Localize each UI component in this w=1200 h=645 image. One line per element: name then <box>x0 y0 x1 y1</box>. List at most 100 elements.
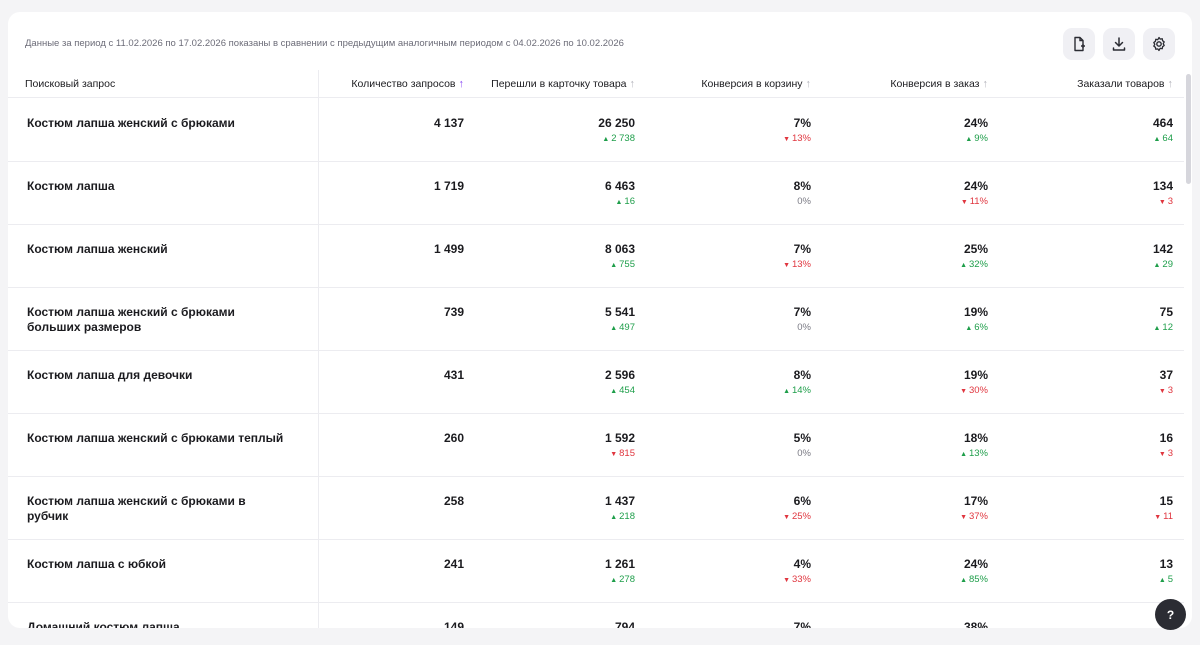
order-conversion-delta: ▲ 13% <box>960 448 988 459</box>
order-conversion-value: 24% <box>963 179 988 193</box>
ordered-items-delta: ▼ 3 <box>1158 385 1173 396</box>
order-conversion-delta: ▲ 6% <box>965 322 988 333</box>
table-row[interactable]: Костюм лапша 1 719 6 463 ▲ 16 8% 0% 24% ▼ 11% 13… <box>8 162 1184 225</box>
header-ordered-items[interactable]: Заказали товаров ↑ <box>1077 77 1174 90</box>
cart-conversion-value: 8% <box>793 368 811 382</box>
ordered-items-value: 75 <box>1159 305 1173 319</box>
search-query-cell: Домашний костюм лапша <box>27 620 180 628</box>
card-visits-delta: ▲ 16 <box>615 196 635 207</box>
table-row[interactable]: Костюм лапша с юбкой 241 1 261 ▲ 278 4% ▼ 33%… <box>8 540 1184 603</box>
help-button[interactable]: ? <box>1155 599 1186 630</box>
order-conversion-value: 24% <box>963 557 988 571</box>
ordered-items-delta: ▲ 64 <box>1153 133 1173 144</box>
request-count-cell: 739 <box>443 305 464 319</box>
trend-up-icon: ▲ <box>965 325 975 332</box>
scrollbar-thumb[interactable] <box>1186 74 1191 184</box>
ordered-items-value: 15 <box>1159 494 1173 508</box>
trend-down-icon: ▼ <box>610 451 620 458</box>
cart-conversion-delta: ▼ 13% <box>783 259 811 270</box>
card-visits-delta: ▲ 755 <box>610 259 635 270</box>
cart-conversion-delta: ▼ 33% <box>783 574 811 585</box>
trend-down-icon: ▼ <box>1158 199 1168 206</box>
order-conversion-delta: ▲ 32% <box>960 259 988 270</box>
trend-up-icon: ▲ <box>602 136 612 143</box>
header-cart-conversion[interactable]: Конверсия в корзину ↑ <box>701 77 812 90</box>
card-visits-value: 794 <box>614 620 635 628</box>
search-query-cell: Костюм лапша женский с брюками в рубчик <box>27 494 246 523</box>
sort-arrow-icon: ↑ <box>805 77 812 90</box>
trend-up-icon: ▲ <box>615 199 625 206</box>
table-row[interactable]: Костюм лапша женский 1 499 8 063 ▲ 755 7% ▼ 1… <box>8 225 1184 288</box>
cart-conversion-delta: ▼ 25% <box>783 511 811 522</box>
export-report-button[interactable] <box>1063 28 1095 60</box>
ordered-items-delta: ▲ 29 <box>1153 259 1173 270</box>
trend-down-icon: ▼ <box>1158 388 1168 395</box>
trend-up-icon: ▲ <box>960 262 969 269</box>
cart-conversion-value: 5% <box>793 431 811 445</box>
ordered-items-value: 142 <box>1152 242 1173 256</box>
card-visits-value: 26 250 <box>598 116 635 130</box>
request-count-cell: 260 <box>443 431 464 445</box>
trend-down-icon: ▼ <box>1158 451 1168 458</box>
order-conversion-value: 19% <box>963 305 988 319</box>
order-conversion-value: 24% <box>963 116 988 130</box>
request-count-cell: 241 <box>443 557 464 571</box>
search-query-cell: Костюм лапша женский <box>27 242 168 256</box>
card-visits-delta: ▲ 497 <box>610 322 635 333</box>
trend-down-icon: ▼ <box>960 514 969 521</box>
gear-icon <box>1153 36 1165 52</box>
cart-conversion-value: 7% <box>793 620 811 628</box>
settings-button[interactable] <box>1143 28 1175 60</box>
table-row[interactable]: Костюм лапша женский с брюками 4 137 26 25… <box>8 99 1184 162</box>
search-query-cell: Костюм лапша женский с брюками <box>27 116 235 130</box>
ordered-items-value: 134 <box>1152 179 1173 193</box>
sort-arrow-icon: ↑ <box>629 77 636 90</box>
table-header: Поисковый запрос Количество запросов ↑ П… <box>8 70 1184 98</box>
period-description: Данные за период с 11.02.2026 по 17.02.2… <box>25 38 624 49</box>
card-visits-delta: ▲ 278 <box>610 574 635 585</box>
download-icon <box>1112 37 1126 51</box>
order-conversion-delta: ▼ 30% <box>960 385 988 396</box>
table-row[interactable]: Костюм лапша женский с брюками в рубчик 2… <box>8 477 1184 540</box>
trend-up-icon: ▲ <box>610 388 620 395</box>
card-visits-value: 2 596 <box>604 368 635 382</box>
download-button[interactable] <box>1103 28 1135 60</box>
trend-up-icon: ▲ <box>783 388 792 395</box>
header-order-conversion[interactable]: Конверсия в заказ ↑ <box>890 77 989 90</box>
header-request-count[interactable]: Количество запросов ↑ <box>351 77 464 90</box>
card-visits-value: 1 261 <box>604 557 635 571</box>
card-visits-value: 1 592 <box>604 431 635 445</box>
card-visits-value: 8 063 <box>604 242 635 256</box>
trend-down-icon: ▼ <box>783 136 792 143</box>
order-conversion-delta: ▼ 11% <box>960 196 988 207</box>
search-query-cell: Костюм лапша женский с брюками больших р… <box>27 305 235 334</box>
request-count-cell: 149 <box>443 620 464 628</box>
trend-down-icon: ▼ <box>783 262 792 269</box>
order-conversion-value: 18% <box>963 431 988 445</box>
order-conversion-value: 38% <box>963 620 988 628</box>
search-query-cell: Костюм лапша для девочки <box>27 368 193 382</box>
table-row[interactable]: Костюм лапша для девочки 431 2 596 ▲ 454 8% ▲… <box>8 351 1184 414</box>
card-visits-delta: ▲ 454 <box>610 385 635 396</box>
request-count-cell: 1 499 <box>433 242 464 256</box>
table-row[interactable]: Костюм лапша женский с брюками теплый 260… <box>8 414 1184 477</box>
ordered-items-delta: ▼ 11 <box>1154 511 1173 522</box>
trend-up-icon: ▲ <box>610 325 620 332</box>
trend-up-icon: ▲ <box>965 136 975 143</box>
sort-arrow-icon: ↑ <box>982 77 989 90</box>
search-query-cell: Костюм лапша <box>27 179 115 193</box>
card-visits-value: 5 541 <box>604 305 635 319</box>
analytics-card: Данные за период с 11.02.2026 по 17.02.2… <box>8 12 1192 628</box>
sort-arrow-icon: ↑ <box>1167 77 1174 90</box>
order-conversion-delta: ▼ 37% <box>960 511 988 522</box>
table-row[interactable]: Костюм лапша женский с брюками больших р… <box>8 288 1184 351</box>
table-body: Костюм лапша женский с брюками 4 137 26 25… <box>8 99 1184 628</box>
trend-down-icon: ▼ <box>960 199 970 206</box>
ordered-items-value: 16 <box>1159 431 1173 445</box>
header-card-visits[interactable]: Перешли в карточку товара ↑ <box>491 77 636 90</box>
cart-conversion-value: 7% <box>793 242 811 256</box>
vertical-scrollbar[interactable] <box>1184 70 1192 628</box>
cart-conversion-value: 7% <box>793 116 811 130</box>
header-search-query[interactable]: Поисковый запрос <box>25 78 116 90</box>
